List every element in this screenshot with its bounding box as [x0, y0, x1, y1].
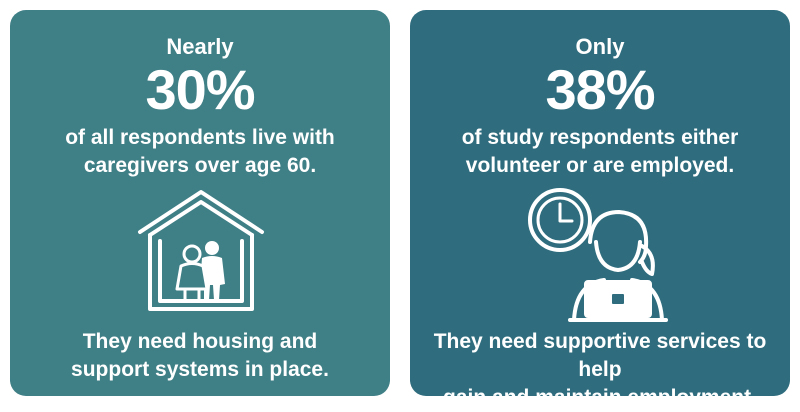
clock-and-worker-at-laptop-icon: [528, 188, 668, 322]
stat-description-line: caregivers over age 60.: [83, 154, 317, 177]
stat-need-line: gain and maintain employment.: [443, 386, 757, 409]
stat-value: 38%: [545, 58, 655, 121]
stat-description: of study respondents either volunteer or…: [410, 124, 790, 180]
stat-value: 30%: [145, 58, 255, 121]
stat-need-line: support systems in place.: [71, 358, 329, 381]
house-with-elderly-couple-icon: [138, 190, 264, 311]
stat-description-line: of all respondents live with: [65, 126, 335, 149]
employment-stat-card: Only 38% of study respondents either vol…: [410, 10, 790, 409]
stat-need: They need supportive services to help ga…: [410, 328, 790, 412]
housing-stat-card: Nearly 30% of all respondents live with …: [10, 10, 390, 396]
stat-lead: Only: [575, 34, 625, 59]
stat-description: of all respondents live with caregivers …: [10, 124, 390, 180]
stat-need-line: They need supportive services to help: [433, 330, 767, 381]
stat-need-line: They need housing and: [82, 330, 318, 353]
stat-need: They need housing and support systems in…: [10, 328, 390, 384]
stat-description-line: volunteer or are employed.: [465, 154, 735, 177]
stat-description-line: of study respondents either: [461, 126, 739, 149]
stat-lead: Nearly: [166, 34, 234, 59]
